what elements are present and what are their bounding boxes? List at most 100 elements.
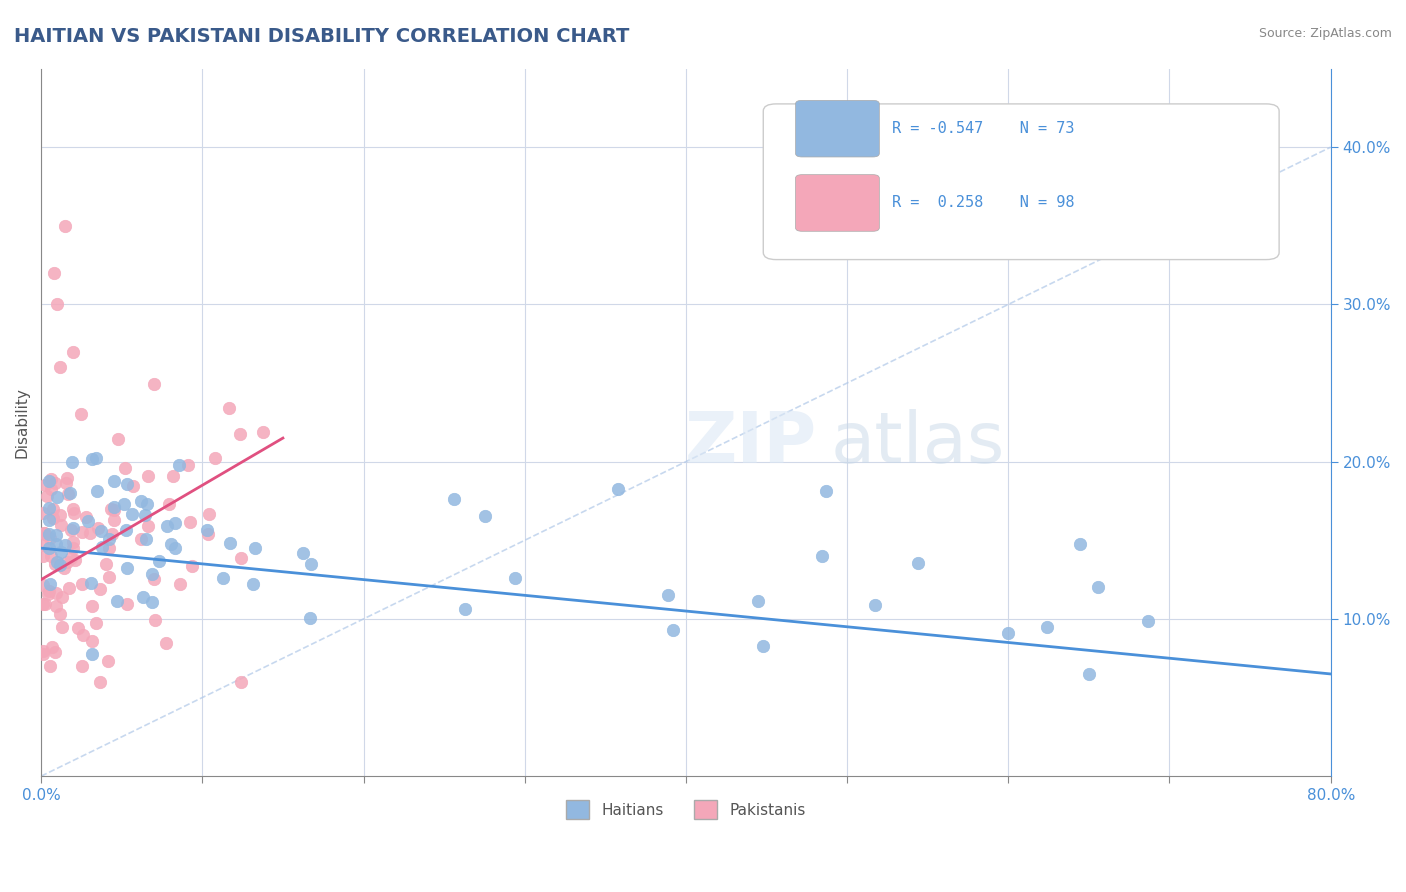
Point	[91, 540, 114, 554]
Point	[34, 526, 56, 541]
Point	[90, 524, 112, 539]
Point	[103, 500, 125, 514]
Point	[31, 644, 53, 658]
Point	[37, 587, 59, 601]
Text: Source: ZipAtlas.com: Source: ZipAtlas.com	[1258, 27, 1392, 40]
Point	[169, 576, 191, 591]
Point	[60, 551, 83, 566]
Point	[63, 552, 86, 566]
Point	[181, 559, 204, 574]
FancyBboxPatch shape	[796, 175, 879, 231]
Point	[38, 541, 60, 555]
Point	[86, 616, 108, 631]
Point	[60, 523, 83, 537]
Y-axis label: Disability: Disability	[15, 387, 30, 458]
Point	[141, 567, 163, 582]
Point	[156, 518, 179, 533]
Point	[136, 469, 159, 483]
Point	[32, 507, 55, 521]
Point	[41, 640, 63, 654]
Point	[79, 525, 101, 540]
Point	[299, 557, 322, 571]
Point	[218, 535, 240, 549]
Point	[38, 474, 60, 488]
Point	[163, 516, 186, 531]
Point	[136, 518, 159, 533]
Point	[143, 613, 166, 627]
Text: R = -0.547    N = 73: R = -0.547 N = 73	[893, 121, 1074, 136]
Point	[132, 591, 155, 605]
Point	[503, 571, 526, 585]
Legend: Haitians, Pakistanis: Haitians, Pakistanis	[560, 794, 811, 825]
Point	[49, 545, 72, 559]
Point	[101, 527, 124, 541]
Point	[752, 639, 775, 653]
Point	[79, 576, 101, 591]
Point	[70, 408, 93, 422]
Point	[204, 450, 226, 465]
Point	[121, 508, 143, 522]
Point	[1136, 614, 1159, 628]
Point	[60, 455, 83, 469]
Point	[103, 474, 125, 488]
Point	[122, 479, 145, 493]
Point	[103, 503, 125, 517]
Text: R =  0.258    N = 98: R = 0.258 N = 98	[893, 195, 1074, 211]
Point	[31, 538, 53, 552]
Point	[197, 527, 219, 541]
Point	[38, 513, 60, 527]
Point	[100, 501, 122, 516]
Point	[39, 531, 62, 545]
Point	[94, 557, 117, 571]
Point	[45, 599, 67, 613]
Point	[218, 401, 240, 415]
Point	[42, 510, 65, 524]
Point	[129, 532, 152, 546]
Point	[37, 584, 59, 599]
Point	[42, 266, 65, 280]
Point	[1077, 667, 1099, 681]
Point	[155, 636, 177, 650]
Point	[115, 561, 138, 575]
Point	[454, 602, 477, 616]
Point	[134, 508, 156, 522]
Point	[606, 482, 628, 496]
Point	[814, 483, 837, 498]
Point	[195, 523, 218, 537]
Point	[89, 582, 111, 596]
Point	[39, 577, 62, 591]
Point	[114, 461, 136, 475]
Point	[198, 507, 221, 521]
Point	[37, 489, 59, 503]
Point	[97, 570, 120, 584]
Point	[148, 554, 170, 568]
Point	[103, 512, 125, 526]
Point	[51, 590, 73, 604]
Point	[80, 647, 103, 661]
Point	[45, 537, 67, 551]
Point	[39, 472, 62, 486]
Point	[34, 597, 56, 611]
Point	[56, 471, 79, 485]
Point	[657, 588, 679, 602]
Point	[70, 576, 93, 591]
Point	[907, 556, 929, 570]
Point	[98, 541, 121, 556]
Point	[44, 475, 66, 490]
Point	[160, 537, 183, 551]
Point	[72, 659, 94, 673]
Point	[38, 526, 60, 541]
Point	[252, 425, 274, 439]
Point	[59, 485, 82, 500]
Point	[46, 556, 69, 570]
Point	[32, 597, 55, 611]
Point	[58, 581, 80, 595]
Point	[75, 509, 97, 524]
Point	[229, 426, 252, 441]
Point	[34, 478, 56, 492]
Point	[72, 525, 94, 540]
Point	[292, 546, 315, 560]
Point	[242, 577, 264, 591]
Point	[51, 619, 73, 633]
Point	[105, 593, 128, 607]
